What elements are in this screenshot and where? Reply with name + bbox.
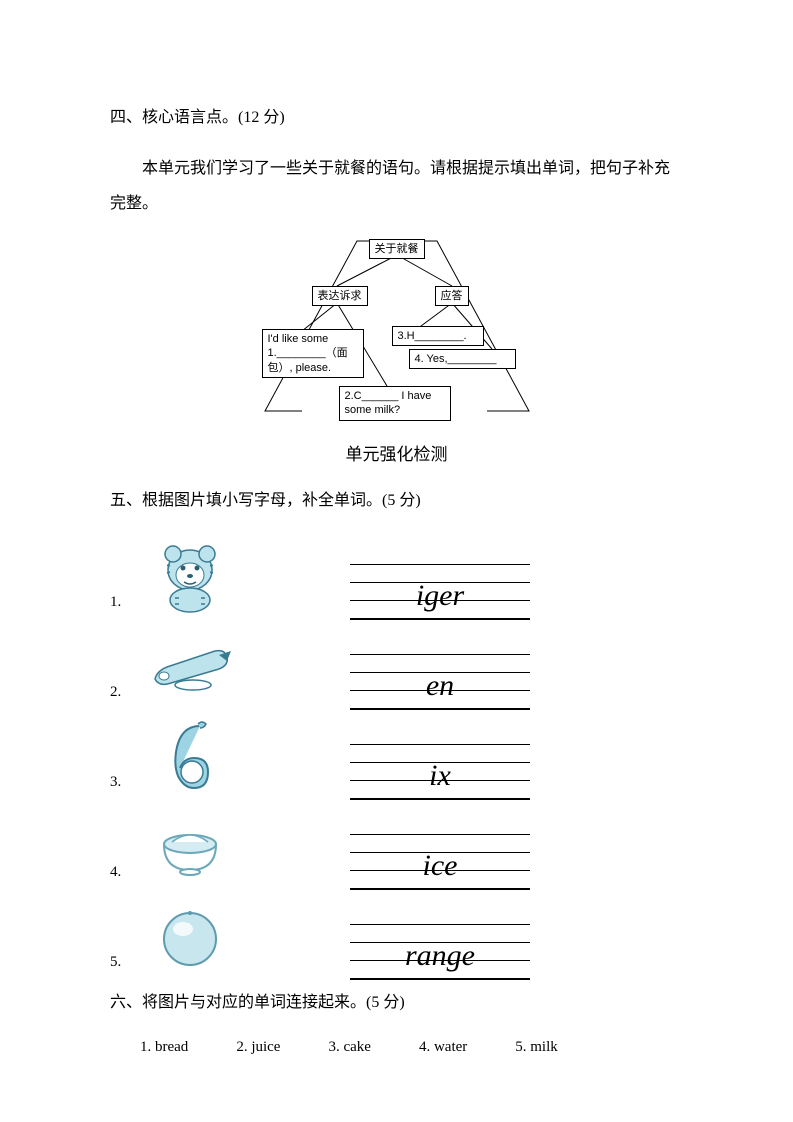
item-row: 5. range xyxy=(110,894,683,978)
orange-image xyxy=(130,894,250,978)
item-row: 2. en xyxy=(110,624,683,708)
diagram-root: 关于就餐 xyxy=(369,239,425,259)
box1-line1: I'd like some xyxy=(268,333,329,345)
item-num-2: 2. xyxy=(110,680,130,708)
writing-lines: ice xyxy=(350,818,530,888)
meal-diagram: 关于就餐 表达诉求 应答 I'd like some 1.________（面 … xyxy=(257,231,537,431)
section4-title: 四、核心语言点。(12 分) xyxy=(110,105,683,131)
word-ix: ix xyxy=(350,752,530,800)
tiger-image xyxy=(130,534,250,618)
item-num-1: 1. xyxy=(110,590,130,618)
item-num-3: 3. xyxy=(110,770,130,798)
box2-line2: some milk? xyxy=(345,404,401,416)
word-bread: 1. bread xyxy=(140,1035,188,1059)
item-row: 1. iger xyxy=(110,534,683,618)
section5-title: 五、根据图片填小写字母，补全单词。(5 分) xyxy=(110,488,683,514)
box1-line2: 1.________（面 xyxy=(268,347,348,359)
diagram-right-mid: 应答 xyxy=(435,286,469,306)
diagram-box2: 2.C______ I have some milk? xyxy=(339,386,451,421)
rice-image xyxy=(130,804,250,888)
diagram-box4: 4. Yes,________ xyxy=(409,349,516,369)
word-juice: 2. juice xyxy=(236,1035,280,1059)
word-range: range xyxy=(350,932,530,980)
item-row: 4. ice xyxy=(110,804,683,888)
diagram-box3: 3.H________. xyxy=(392,326,484,346)
diagram-box1: I'd like some 1.________（面 包）, please. xyxy=(262,329,364,378)
item-row: 3. ix xyxy=(110,714,683,798)
diagram-left-mid: 表达诉求 xyxy=(312,286,368,306)
box2-line1: 2.C______ I have xyxy=(345,390,432,402)
section5-items: 1. iger xyxy=(110,534,683,978)
writing-lines: range xyxy=(350,908,530,978)
word-milk: 5. milk xyxy=(515,1035,558,1059)
pen-image xyxy=(130,624,250,708)
writing-lines: iger xyxy=(350,548,530,618)
writing-lines: en xyxy=(350,638,530,708)
section6-wordlist: 1. bread 2. juice 3. cake 4. water 5. mi… xyxy=(140,1035,683,1059)
word-ice: ice xyxy=(350,842,530,890)
item-num-5: 5. xyxy=(110,950,130,978)
unit-test-heading: 单元强化检测 xyxy=(110,441,683,468)
word-iger: iger xyxy=(350,572,530,620)
section6-title: 六、将图片与对应的单词连接起来。(5 分) xyxy=(110,990,683,1016)
word-en: en xyxy=(350,662,530,710)
box1-line3: 包）, please. xyxy=(268,362,332,374)
item-num-4: 4. xyxy=(110,860,130,888)
word-cake: 3. cake xyxy=(328,1035,370,1059)
six-image xyxy=(130,714,250,798)
writing-lines: ix xyxy=(350,728,530,798)
section4-instruction: 本单元我们学习了一些关于就餐的语句。请根据提示填出单词，把句子补充完整。 xyxy=(110,151,683,221)
word-water: 4. water xyxy=(419,1035,467,1059)
